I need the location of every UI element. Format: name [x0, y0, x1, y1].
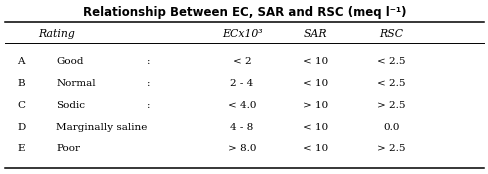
Text: C: C [17, 101, 25, 110]
Text: > 2.5: > 2.5 [376, 144, 405, 153]
Text: < 10: < 10 [302, 144, 327, 153]
Text: :: : [147, 57, 151, 66]
Text: 4 - 8: 4 - 8 [230, 122, 253, 132]
Text: 0.0: 0.0 [382, 122, 399, 132]
Text: A: A [17, 57, 24, 66]
Text: RSC: RSC [378, 29, 403, 39]
Text: 2 - 4: 2 - 4 [230, 79, 253, 88]
Text: Normal: Normal [56, 79, 96, 88]
Text: < 2.5: < 2.5 [376, 57, 405, 66]
Text: < 2: < 2 [232, 57, 251, 66]
Text: ECx10³: ECx10³ [221, 29, 262, 39]
Text: Relationship Between EC, SAR and RSC (meq l⁻¹): Relationship Between EC, SAR and RSC (me… [82, 6, 406, 19]
Text: > 2.5: > 2.5 [376, 101, 405, 110]
Text: > 10: > 10 [302, 101, 327, 110]
Text: :: : [147, 79, 151, 88]
Text: SAR: SAR [303, 29, 326, 39]
Text: Marginally saline: Marginally saline [56, 122, 147, 132]
Text: D: D [17, 122, 25, 132]
Text: > 8.0: > 8.0 [227, 144, 256, 153]
Text: < 10: < 10 [302, 57, 327, 66]
Text: Rating: Rating [38, 29, 75, 39]
Text: Sodic: Sodic [56, 101, 85, 110]
Text: < 2.5: < 2.5 [376, 79, 405, 88]
Text: < 4.0: < 4.0 [227, 101, 256, 110]
Text: B: B [17, 79, 25, 88]
Text: Good: Good [56, 57, 83, 66]
Text: E: E [17, 144, 24, 153]
Text: < 10: < 10 [302, 79, 327, 88]
Text: Poor: Poor [56, 144, 80, 153]
Text: :: : [147, 101, 151, 110]
Text: < 10: < 10 [302, 122, 327, 132]
